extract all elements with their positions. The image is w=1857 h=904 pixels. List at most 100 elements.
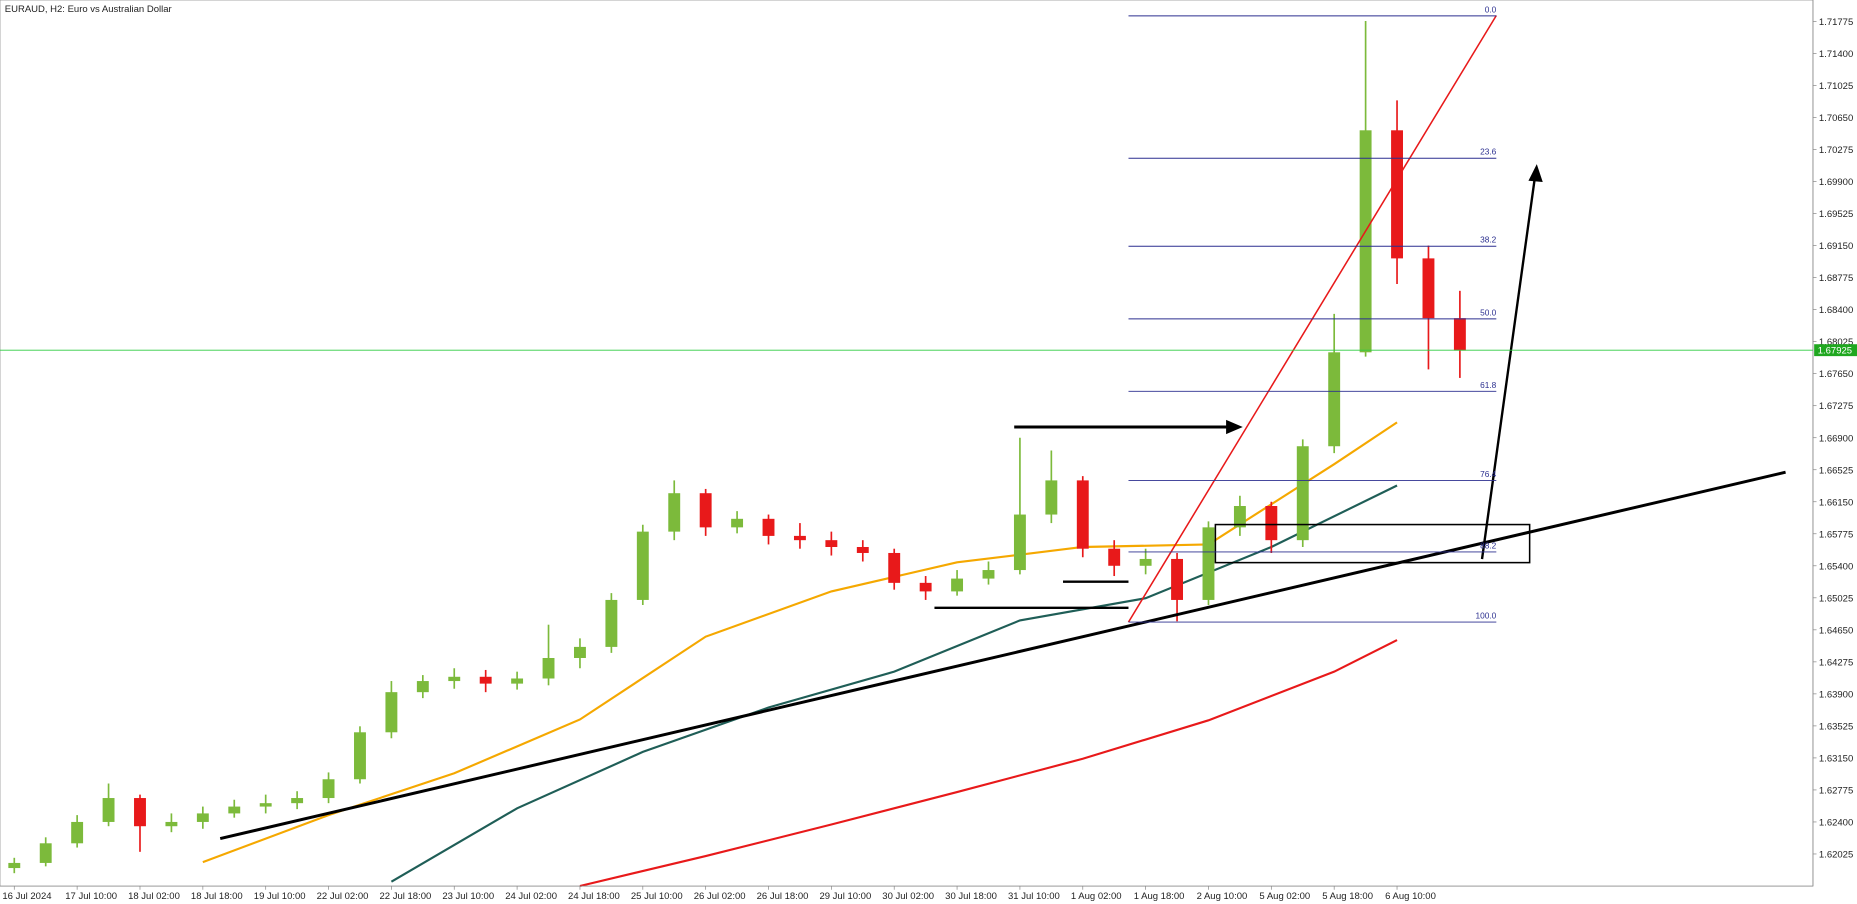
candle-body xyxy=(71,821,84,844)
candle-body xyxy=(982,570,995,579)
candle-body xyxy=(1296,446,1309,541)
fib-label: 38.2 xyxy=(1480,235,1497,245)
y-tick-label: 1.70275 xyxy=(1819,145,1853,156)
y-tick-label: 1.68775 xyxy=(1819,273,1853,284)
y-tick-label: 1.65400 xyxy=(1819,561,1853,572)
y-tick-label: 1.66150 xyxy=(1819,497,1853,508)
candle-body xyxy=(1422,258,1435,319)
y-tick-label: 1.67650 xyxy=(1819,369,1853,380)
candle-body xyxy=(1171,558,1184,600)
current-price-label: 1.67925 xyxy=(1818,346,1852,357)
candle-body xyxy=(385,692,398,733)
candle-body xyxy=(1076,480,1089,549)
y-tick-label: 1.69525 xyxy=(1819,209,1853,220)
candle-body xyxy=(134,798,146,827)
candle-body xyxy=(511,678,524,684)
x-tick-label: 18 Jul 18:00 xyxy=(191,891,243,902)
fib-label: 23.6 xyxy=(1480,147,1497,157)
candle-body xyxy=(448,676,461,682)
candle-body xyxy=(8,862,21,869)
x-tick-label: 1 Aug 18:00 xyxy=(1134,891,1185,902)
current-price-box xyxy=(1814,344,1857,357)
plot-frame xyxy=(0,0,1814,887)
y-tick-label: 1.62400 xyxy=(1819,818,1853,829)
candle-body xyxy=(668,493,681,532)
x-tick-label: 30 Jul 18:00 xyxy=(945,891,997,902)
y-tick-label: 1.66900 xyxy=(1819,433,1853,444)
x-tick-label: 18 Jul 02:00 xyxy=(128,891,180,902)
x-tick-label: 26 Jul 02:00 xyxy=(694,891,746,902)
x-tick-label: 30 Jul 02:00 xyxy=(882,891,934,902)
candle-body xyxy=(731,518,744,528)
candle-body xyxy=(1233,506,1246,528)
x-tick-label: 17 Jul 10:00 xyxy=(65,891,117,902)
arrow-head xyxy=(1528,164,1543,182)
x-tick-label: 25 Jul 10:00 xyxy=(631,891,683,902)
x-tick-label: 6 Aug 10:00 xyxy=(1385,891,1436,902)
x-tick-label: 22 Jul 02:00 xyxy=(317,891,369,902)
y-tick-label: 1.63900 xyxy=(1819,689,1853,700)
candle-body xyxy=(1108,548,1121,566)
fib-label: 100.0 xyxy=(1475,610,1496,620)
y-tick-label: 1.63150 xyxy=(1819,753,1853,764)
drawings xyxy=(219,15,1786,841)
candle-body xyxy=(1139,558,1152,566)
chart-title: EURAUD, H2: Euro vs Australian Dollar xyxy=(5,4,172,15)
x-tick-label: 23 Jul 10:00 xyxy=(442,891,494,902)
moving-average xyxy=(202,421,1398,864)
x-tick-label: 31 Jul 10:00 xyxy=(1008,891,1060,902)
candle-body xyxy=(1045,480,1058,515)
x-tick-label: 24 Jul 02:00 xyxy=(505,891,557,902)
fib-label: 0.0 xyxy=(1485,4,1497,14)
candle-body xyxy=(416,681,429,693)
y-tick-label: 1.68400 xyxy=(1819,305,1853,316)
x-tick-label: 2 Aug 10:00 xyxy=(1197,891,1248,902)
candle-body xyxy=(1202,527,1215,600)
y-tick-label: 1.66525 xyxy=(1819,465,1853,476)
candle-body xyxy=(793,535,806,541)
fib-label: 50.0 xyxy=(1480,307,1497,317)
candle-body xyxy=(605,599,618,647)
candle-body xyxy=(951,578,964,592)
fib-label: 76.4 xyxy=(1480,469,1497,479)
y-tick-label: 1.69150 xyxy=(1819,241,1853,252)
candle-body xyxy=(291,798,304,804)
candle-body xyxy=(825,540,838,547)
candle-body xyxy=(699,493,712,528)
zone-box xyxy=(1214,523,1531,564)
y-tick-label: 1.71025 xyxy=(1819,81,1853,92)
moving-average xyxy=(390,484,1398,883)
candle-body xyxy=(1265,506,1278,541)
y-tick-label: 1.70650 xyxy=(1819,113,1853,124)
candle-body xyxy=(1013,514,1026,571)
x-tick-label: 29 Jul 10:00 xyxy=(819,891,871,902)
y-tick-label: 1.65025 xyxy=(1819,593,1853,604)
x-tick-label: 22 Jul 18:00 xyxy=(379,891,431,902)
candle-body xyxy=(1359,130,1372,353)
candle-body xyxy=(479,676,492,684)
x-tick-label: 5 Aug 18:00 xyxy=(1322,891,1373,902)
fib-label: 61.8 xyxy=(1480,380,1497,390)
x-tick-label: 1 Aug 02:00 xyxy=(1071,891,1122,902)
y-tick-label: 1.71400 xyxy=(1819,49,1853,60)
candle-body xyxy=(574,646,586,659)
y-tick-label: 1.64275 xyxy=(1819,657,1853,668)
candle-body xyxy=(165,821,178,827)
arrow-line xyxy=(1480,180,1536,560)
fib-label: 88.2 xyxy=(1480,540,1497,550)
candle-body xyxy=(322,779,335,799)
x-tick-label: 16 Jul 2024 xyxy=(2,891,51,902)
y-tick-label: 1.71775 xyxy=(1819,17,1853,28)
y-tick-label: 1.64650 xyxy=(1819,625,1853,636)
candle-body xyxy=(259,803,272,807)
x-tick-label: 24 Jul 18:00 xyxy=(568,891,620,902)
candle-body xyxy=(354,732,366,780)
candle-body xyxy=(1453,318,1466,351)
x-tick-label: 19 Jul 10:00 xyxy=(254,891,306,902)
trendline xyxy=(219,470,1786,841)
candle-body xyxy=(1391,130,1403,259)
x-tick-label: 5 Aug 02:00 xyxy=(1259,891,1310,902)
candle-body xyxy=(228,806,241,814)
